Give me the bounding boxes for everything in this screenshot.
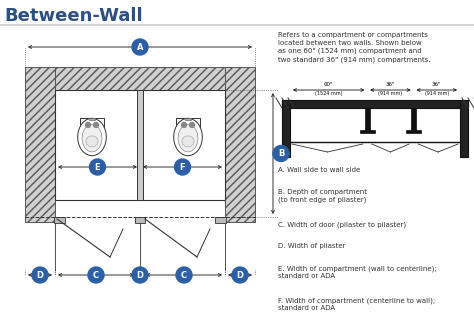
Bar: [282, 100, 290, 157]
Bar: [360, 130, 375, 133]
Circle shape: [85, 123, 91, 127]
Bar: [406, 130, 421, 133]
Text: D. Width of pilaster: D. Width of pilaster: [278, 243, 346, 249]
Bar: [185, 117, 191, 120]
Bar: [80, 118, 104, 127]
Text: C: C: [93, 271, 99, 279]
Ellipse shape: [86, 136, 98, 147]
Text: E: E: [95, 163, 100, 171]
Text: A: A: [137, 43, 143, 51]
Text: (914 mm): (914 mm): [378, 91, 402, 96]
Ellipse shape: [82, 124, 102, 152]
Bar: [137, 90, 143, 200]
Bar: [25, 67, 55, 222]
Circle shape: [93, 123, 99, 127]
Circle shape: [90, 159, 106, 175]
Text: (1524 mm): (1524 mm): [315, 91, 342, 96]
Circle shape: [88, 267, 104, 283]
Circle shape: [176, 267, 192, 283]
Circle shape: [174, 159, 191, 175]
Circle shape: [273, 146, 289, 162]
Circle shape: [32, 267, 48, 283]
Bar: [176, 118, 200, 127]
Circle shape: [232, 267, 248, 283]
Bar: [460, 100, 468, 157]
Bar: [55, 90, 225, 200]
Text: 36": 36": [432, 82, 442, 87]
Circle shape: [182, 123, 187, 127]
Bar: [135, 217, 145, 223]
Text: Refers to a compartment or compartments
located between two walls. Shown below
a: Refers to a compartment or compartments …: [278, 32, 430, 63]
Text: D: D: [36, 271, 44, 279]
Text: B. Depth of compartment
(to front edge of pilaster): B. Depth of compartment (to front edge o…: [278, 189, 367, 203]
Text: 36": 36": [386, 82, 395, 87]
Bar: [282, 100, 468, 108]
Text: F. Width of compartment (centerline to wall);
standard or ADA: F. Width of compartment (centerline to w…: [278, 297, 435, 311]
Text: C: C: [181, 271, 187, 279]
Text: D: D: [237, 271, 244, 279]
Bar: [215, 217, 226, 223]
Circle shape: [190, 123, 194, 127]
Bar: [54, 217, 65, 223]
Bar: [365, 108, 370, 130]
Bar: [225, 67, 255, 222]
Bar: [55, 67, 225, 90]
Text: Between-Wall: Between-Wall: [4, 7, 143, 25]
Text: D: D: [137, 271, 144, 279]
Text: F: F: [180, 163, 185, 171]
Ellipse shape: [78, 118, 106, 156]
Ellipse shape: [182, 136, 194, 147]
Text: B: B: [278, 149, 284, 158]
Bar: [411, 108, 416, 130]
Text: E. Width of compartment (wall to centerline);
standard or ADA: E. Width of compartment (wall to centerl…: [278, 265, 437, 279]
Ellipse shape: [173, 118, 202, 156]
Ellipse shape: [178, 124, 198, 152]
Text: 60": 60": [324, 82, 333, 87]
Text: (914 mm): (914 mm): [425, 91, 449, 96]
Text: C. Width of door (pilaster to pilaster): C. Width of door (pilaster to pilaster): [278, 221, 406, 227]
Bar: [90, 117, 95, 120]
Text: A. Wall side to wall side: A. Wall side to wall side: [278, 167, 360, 173]
Circle shape: [132, 39, 148, 55]
Circle shape: [132, 267, 148, 283]
